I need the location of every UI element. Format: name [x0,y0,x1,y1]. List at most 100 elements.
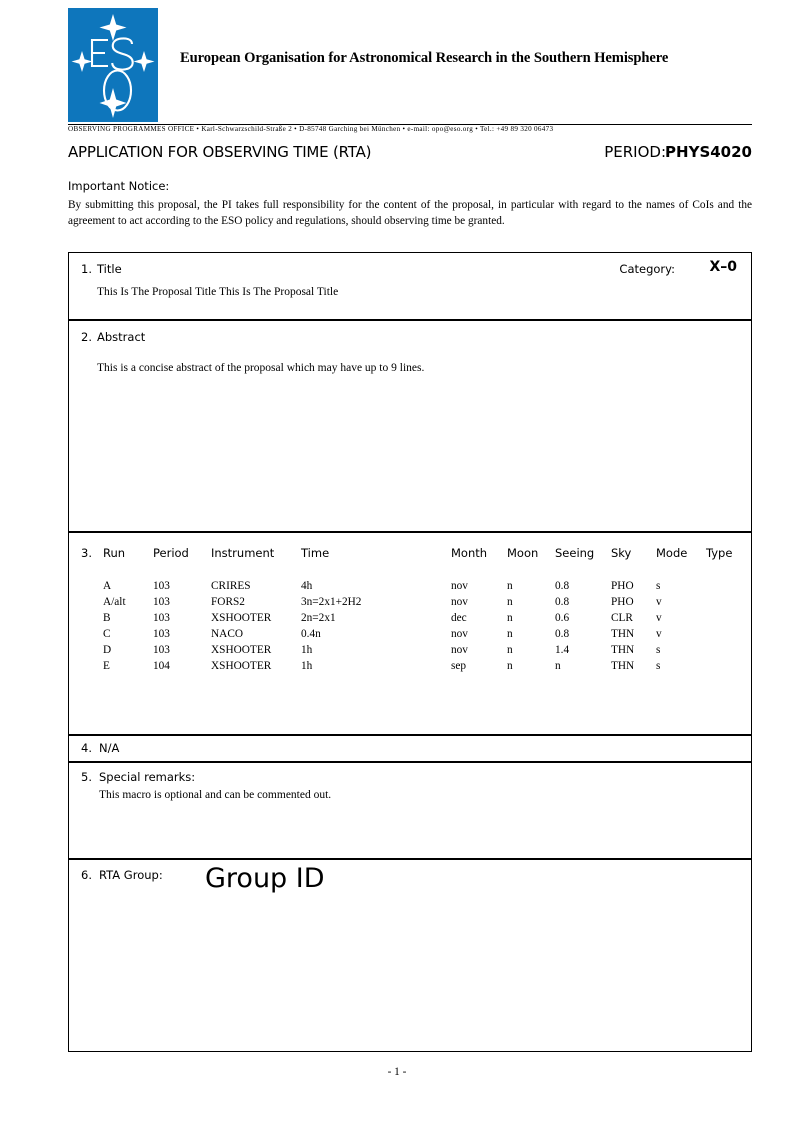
cell-seeing: 0.8 [555,628,570,640]
runs-table: 3. Run Period Instrument Time Month Moon… [69,533,756,674]
section-remarks-box: 5. Special remarks: This macro is option… [68,762,752,859]
cell-month: nov [451,644,468,656]
cell-period: 103 [153,628,170,640]
period-label: PERIOD: [604,143,666,161]
cell-instrument: CRIRES [211,580,251,592]
section-title-box: 1. Title Category: X–0 This Is The Propo… [68,252,752,320]
important-notice-body: By submitting this proposal, the PI take… [68,199,752,227]
eso-logo-graphic [68,8,158,122]
organisation-title: European Organisation for Astronomical R… [180,50,669,66]
cell-sky: PHO [611,596,634,608]
section-number-1: 1. [81,262,92,276]
cell-run: C [103,628,111,640]
cell-mode: v [656,612,662,624]
cell-sky: THN [611,644,635,656]
header-rule [68,124,752,125]
section-runs-box: 3. Run Period Instrument Time Month Moon… [68,532,752,735]
table-row: C 103 NACO 0.4n nov n 0.8 THN v [69,626,756,642]
cell-time: 4h [301,580,313,592]
cell-instrument: XSHOOTER [211,612,272,624]
cell-time: 3n=2x1+2H2 [301,596,362,608]
cell-type [706,610,756,626]
section-label-remarks: Special remarks: [99,770,196,784]
runs-table-header-row: 3. Run Period Instrument Time Month Moon… [69,533,756,562]
cell-type [706,658,756,674]
section-label-na: N/A [99,741,120,755]
cell-moon: n [507,644,513,656]
cell-run: D [103,644,112,656]
cell-month: nov [451,628,468,640]
cell-month: nov [451,580,468,592]
cell-instrument: XSHOOTER [211,644,272,656]
col-header-moon: Moon [507,546,539,560]
section-abstract-box: 2. Abstract This is a concise abstract o… [68,320,752,532]
remarks-value: This macro is optional and can be commen… [99,789,332,801]
cell-period: 103 [153,644,170,656]
cell-period: 103 [153,580,170,592]
cell-period: 103 [153,612,170,624]
cell-month: sep [451,660,467,672]
col-header-mode: Mode [656,546,688,560]
section-rta-group-box: 6. RTA Group: Group ID [68,859,752,1052]
cell-moon: n [507,628,513,640]
section-number-6: 6. [81,868,92,882]
page-number: - 1 - [387,1066,407,1078]
cell-run: B [103,612,111,624]
section-number-2: 2. [81,330,92,344]
cell-seeing: 1.4 [555,644,570,656]
cell-seeing: n [555,660,561,672]
section-na-box: 4. N/A [68,735,752,762]
cell-run: E [103,660,110,672]
cell-moon: n [507,596,513,608]
table-row: B 103 XSHOOTER 2n=2x1 dec n 0.6 CLR v [69,610,756,626]
cell-moon: n [507,612,513,624]
important-notice-heading: Important Notice: [68,179,170,193]
cell-moon: n [507,580,513,592]
cell-time: 0.4n [301,628,321,640]
proposal-title-value: This Is The Proposal Title This Is The P… [97,286,339,298]
col-header-time: Time [301,546,330,560]
cell-period: 103 [153,596,170,608]
section-number-4: 4. [81,741,92,755]
cell-time: 1h [301,644,313,656]
cell-seeing: 0.8 [555,596,570,608]
cell-seeing: 0.6 [555,612,570,624]
cell-instrument: NACO [211,628,244,640]
eso-logo [68,8,158,122]
cell-sky: PHO [611,580,634,592]
cell-seeing: 0.8 [555,580,570,592]
cell-mode: v [656,596,662,608]
col-header-seeing: Seeing [555,546,595,560]
table-row: A/alt 103 FORS2 3n=2x1+2H2 nov n 0.8 PHO… [69,594,756,610]
application-line: APPLICATION FOR OBSERVING TIME (RTA) PER… [68,143,752,165]
document-header: European Organisation for Astronomical R… [68,8,752,123]
cell-mode: s [656,644,661,656]
section-number-3: 3. [81,546,92,560]
cell-sky: THN [611,628,635,640]
section-number-5: 5. [81,770,92,784]
section-label-rta-group: RTA Group: [99,868,163,882]
period-value: PHYS4020 [665,143,752,161]
cell-period: 104 [153,660,170,672]
cell-instrument: XSHOOTER [211,660,272,672]
runs-table-body: A 103 CRIRES 4h nov n 0.8 PHO s A/alt 10… [69,562,756,674]
col-header-type: Type [706,546,733,560]
category-label: Category: [619,262,675,276]
section-label-abstract: Abstract [97,330,146,344]
col-header-run: Run [103,546,126,560]
cell-moon: n [507,660,513,672]
office-address: OBSERVING PROGRAMMES OFFICE • Karl-Schwa… [68,125,554,133]
table-row: E 104 XSHOOTER 1h sep n n THN s [69,658,756,674]
cell-month: nov [451,596,468,608]
cell-mode: v [656,628,662,640]
col-header-sky: Sky [611,546,632,560]
cell-mode: s [656,580,661,592]
cell-run: A/alt [103,596,126,608]
cell-month: dec [451,612,467,624]
col-header-instrument: Instrument [211,546,275,560]
rta-group-id-value: Group ID [205,863,325,894]
cell-time: 2n=2x1 [301,612,336,624]
page-title: APPLICATION FOR OBSERVING TIME (RTA) [68,143,372,161]
cell-type [706,642,756,658]
